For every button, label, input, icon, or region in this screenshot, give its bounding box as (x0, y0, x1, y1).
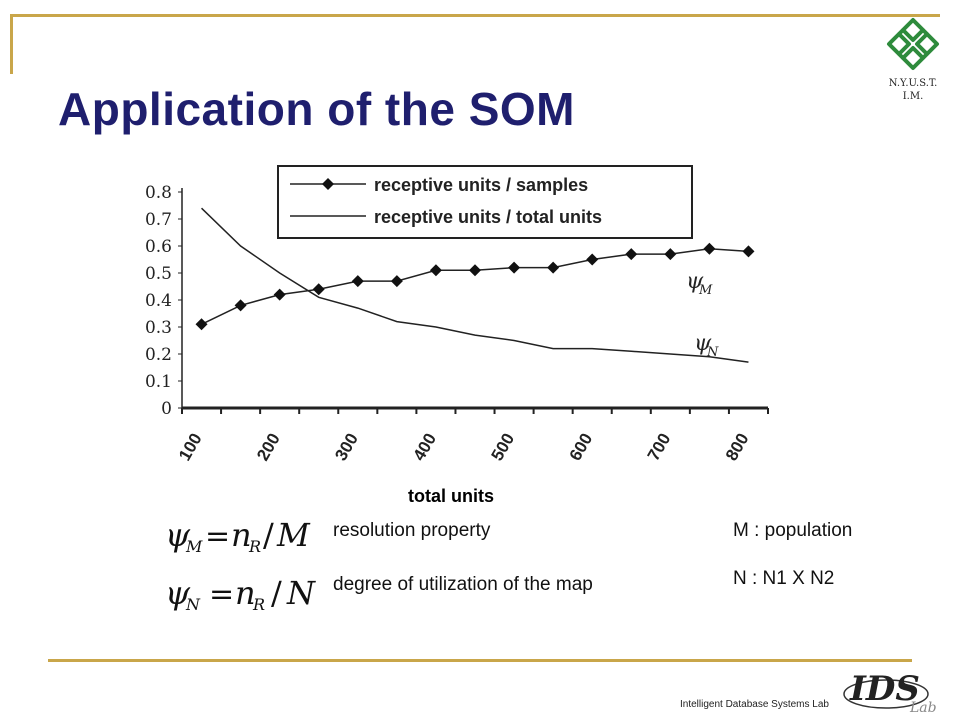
chart-legend: receptive units / samples receptive units… (277, 165, 693, 239)
note-map-size: N : N1 X N2 (733, 568, 835, 589)
formula-psi-n: ψ N = n R / N (165, 570, 325, 623)
university-emblem-icon (887, 18, 939, 70)
ids-lab-logo: IDS Lab (842, 664, 946, 721)
formula-psi-n-n-sub: R (252, 595, 265, 614)
svg-text:/: / (271, 574, 282, 612)
footer-lab-name: Intelligent Database Systems Lab (680, 699, 829, 710)
x-tick-label: 800 (722, 430, 753, 464)
series-point (742, 245, 755, 258)
formula-psi-n-lhs: ψ (165, 574, 191, 612)
definition-label-psi-n: degree of utilization of the map (333, 574, 593, 595)
series-point (351, 275, 364, 288)
series-point (273, 288, 286, 301)
ids-logo-orbit-icon (843, 679, 929, 709)
series-line-1 (201, 247, 749, 325)
series-annotation: ψ (694, 331, 712, 356)
chart-x-axis-label: total units (408, 486, 494, 506)
series-point (703, 242, 716, 255)
line-chart: 0 0.1 0.2 0.3 0.4 0.5 0.6 0.7 0.8 100 200 300 400 500… (145, 165, 769, 506)
series-point (429, 264, 442, 277)
formula-psi-m: ψ M = n R / M (165, 512, 325, 565)
y-tick-label: 0.7 (145, 210, 172, 230)
formula-psi-m-divisor: M (276, 516, 311, 554)
logo-line-1: N.Y.U.S.T. (888, 78, 938, 89)
formula-psi-n-divisor: N (286, 574, 316, 612)
series-point (390, 275, 403, 288)
y-tick-label: 0.5 (145, 264, 172, 284)
svg-text:/: / (263, 516, 274, 554)
x-tick-label: 200 (253, 430, 284, 464)
legend-label: receptive units / total units (374, 207, 602, 227)
legend-label: receptive units / samples (374, 175, 588, 195)
frame-left-line (10, 14, 13, 74)
x-tick-label: 600 (566, 430, 597, 464)
formula-psi-m-lhs: ψ (165, 516, 191, 554)
series-point (664, 248, 677, 261)
y-tick-label: 0.4 (145, 291, 172, 311)
series-point (547, 261, 560, 274)
y-tick-label: 0.6 (145, 237, 172, 257)
frame-top-line (10, 14, 940, 17)
svg-text:=: = (205, 519, 230, 554)
formula-psi-m-n-sub: R (248, 537, 261, 556)
svg-text:=: = (209, 577, 234, 612)
series-point (469, 264, 481, 277)
ids-logo-text: IDS (849, 669, 920, 709)
legend-box (277, 165, 693, 239)
series-point (234, 299, 247, 312)
y-tick-label: 0.8 (145, 183, 172, 203)
note-population: M : population (733, 520, 853, 541)
definition-label-psi-m: resolution property (333, 520, 491, 541)
series-point (195, 318, 208, 331)
x-tick-label: 400 (409, 430, 440, 464)
series-annotation-sub: M (698, 283, 713, 298)
formula-psi-m-n: n (231, 516, 252, 554)
y-tick-label: 0.1 (145, 372, 172, 392)
x-tick-label: 100 (175, 430, 206, 464)
y-tick-label: 0 (161, 399, 172, 419)
frame-bottom-line (48, 659, 912, 662)
series-annotation-sub: N (706, 345, 719, 360)
logo-line-2: I.M. (902, 91, 924, 102)
formula-psi-n-lhs-sub: N (185, 595, 201, 614)
x-tick-label: 700 (644, 430, 675, 464)
university-logo: N.Y.U.S.T. I.M. (878, 16, 948, 112)
formula-psi-n-n: n (235, 574, 256, 612)
legend-marker (322, 178, 334, 190)
series-line-2 (201, 207, 749, 363)
series-point (586, 253, 599, 266)
formula-psi-m-lhs-sub: M (185, 537, 203, 556)
y-tick-label: 0.3 (145, 318, 172, 338)
x-tick-label: 500 (488, 430, 519, 464)
x-tick-label: 300 (331, 430, 362, 464)
series-point (312, 283, 325, 296)
series-annotation: ψ (686, 269, 704, 294)
ids-logo-sub: Lab (909, 700, 937, 716)
series-point (508, 261, 521, 274)
series-point (625, 248, 638, 261)
slide-title: Application of the SOM (58, 83, 575, 135)
y-tick-label: 0.2 (145, 345, 172, 365)
